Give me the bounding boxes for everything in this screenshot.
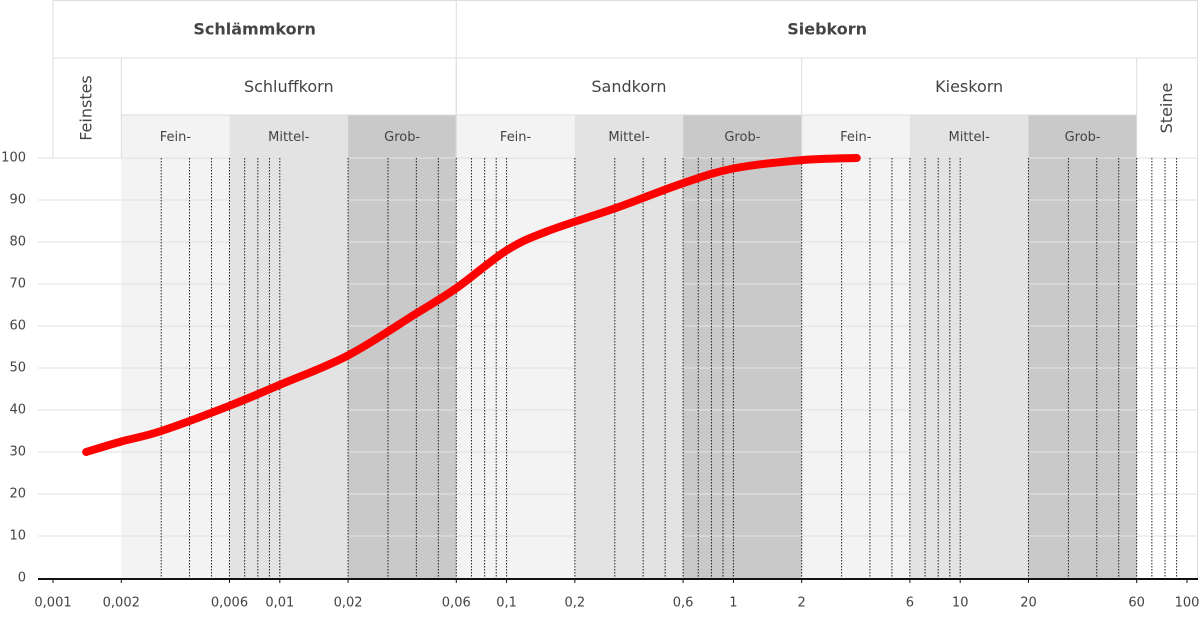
- y-tick-label: 80: [9, 235, 26, 250]
- x-tick-label: 0,001: [34, 596, 71, 611]
- y-tick-label: 20: [9, 487, 26, 502]
- zone-label: Fein-: [840, 130, 872, 145]
- x-tick-label: 0,2: [565, 596, 586, 611]
- y-tick-label: 100: [1, 151, 26, 166]
- y-tick-label: 50: [9, 361, 26, 376]
- y-tick-label: 30: [9, 445, 26, 460]
- class-label: Steine: [1157, 83, 1176, 134]
- zone-band: [909, 115, 1029, 578]
- class-label: Feinstes: [77, 75, 96, 141]
- zone-band: [1028, 115, 1137, 578]
- x-tick-label: 20: [1020, 596, 1037, 611]
- x-tick-label: 6: [906, 596, 914, 611]
- zone-label: Grob-: [724, 130, 760, 145]
- y-tick-label: 60: [9, 319, 26, 334]
- x-tick-label: 0,06: [442, 596, 471, 611]
- zone-band: [574, 115, 684, 578]
- y-tick-label: 40: [9, 403, 26, 418]
- x-tick-label: 0,6: [673, 596, 694, 611]
- class-label: Schluffkorn: [244, 77, 334, 96]
- x-tick-label: 1: [729, 596, 737, 611]
- zone-label: Fein-: [160, 130, 192, 145]
- zone-band: [801, 115, 910, 578]
- x-tick-label: 2: [798, 596, 806, 611]
- zone-label: Mittel-: [268, 130, 310, 145]
- y-tick-label: 0: [18, 571, 26, 586]
- zone-label: Mittel-: [949, 130, 991, 145]
- y-tick-label: 90: [9, 193, 26, 208]
- zone-label: Grob-: [1065, 130, 1101, 145]
- group-label: Schlämmkorn: [193, 20, 316, 39]
- class-label: Sandkorn: [591, 77, 666, 96]
- zone-band: [456, 115, 575, 578]
- zone-band: [121, 115, 230, 578]
- x-tick-label: 0,006: [211, 596, 248, 611]
- x-tick-label: 0,002: [103, 596, 140, 611]
- x-tick-label: 100: [1175, 596, 1200, 611]
- x-tick-label: 0,02: [334, 596, 363, 611]
- class-label: Kieskorn: [935, 77, 1003, 96]
- x-tick-label: 10: [952, 596, 969, 611]
- zone-band: [683, 115, 802, 578]
- x-tick-label: 0,01: [265, 596, 294, 611]
- zone-label: Grob-: [384, 130, 420, 145]
- x-tick-label: 0,1: [496, 596, 517, 611]
- zone-label: Mittel-: [608, 130, 650, 145]
- zone-label: Fein-: [500, 130, 532, 145]
- y-tick-label: 10: [9, 529, 26, 544]
- zone-band: [229, 115, 349, 578]
- grading-curve: [82, 154, 861, 456]
- x-tick-label: 60: [1128, 596, 1145, 611]
- group-label: Siebkorn: [787, 20, 867, 39]
- y-tick-label: 70: [9, 277, 26, 292]
